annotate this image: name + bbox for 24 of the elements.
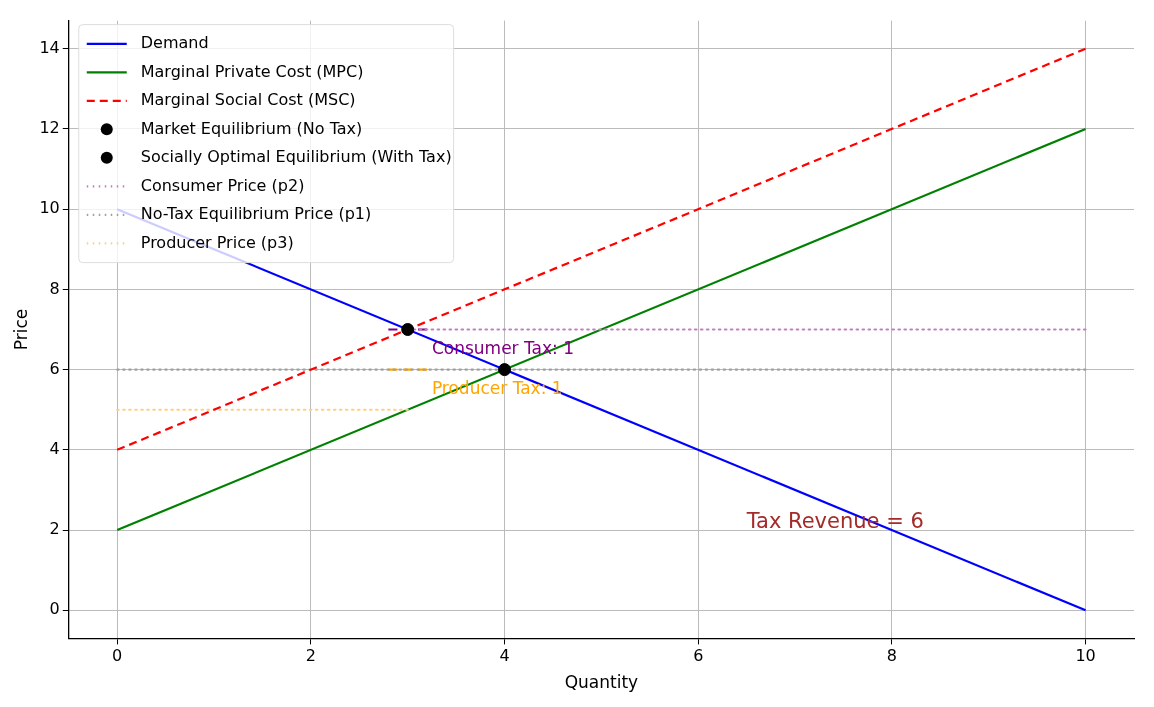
legend-label: Consumer Price (p2) <box>140 175 305 195</box>
x-tick-label: 10 <box>1075 646 1096 666</box>
legend-label: Market Equilibrium (No Tax) <box>140 118 363 138</box>
y-tick-label: 12 <box>39 118 60 138</box>
y-tick-label: 6 <box>49 358 60 378</box>
legend-label: Producer Price (p3) <box>140 232 294 252</box>
y-tick-label: 2 <box>49 519 60 539</box>
legend-label: Socially Optimal Equilibrium (With Tax) <box>140 147 452 167</box>
legend-label: Marginal Private Cost (MPC) <box>140 61 364 81</box>
x-tick-label: 6 <box>693 646 704 666</box>
x-tick-label: 0 <box>112 646 123 666</box>
legend-label: No-Tax Equilibrium Price (p1) <box>140 204 372 224</box>
legend-label: Demand <box>140 33 209 53</box>
x-tick-label: 2 <box>305 646 316 666</box>
x-tick-label: 8 <box>886 646 897 666</box>
y-tick-label: 4 <box>49 439 60 459</box>
y-tick-label: 0 <box>49 599 60 619</box>
y-tick-label: 8 <box>49 278 60 298</box>
y-axis-title: Price <box>10 308 31 351</box>
legend-label: Marginal Social Cost (MSC) <box>140 90 356 110</box>
y-tick-label: 10 <box>39 198 60 218</box>
y-tick-label: 14 <box>39 37 60 57</box>
x-tick-label: 4 <box>499 646 510 666</box>
x-axis-title: Quantity <box>564 672 639 693</box>
